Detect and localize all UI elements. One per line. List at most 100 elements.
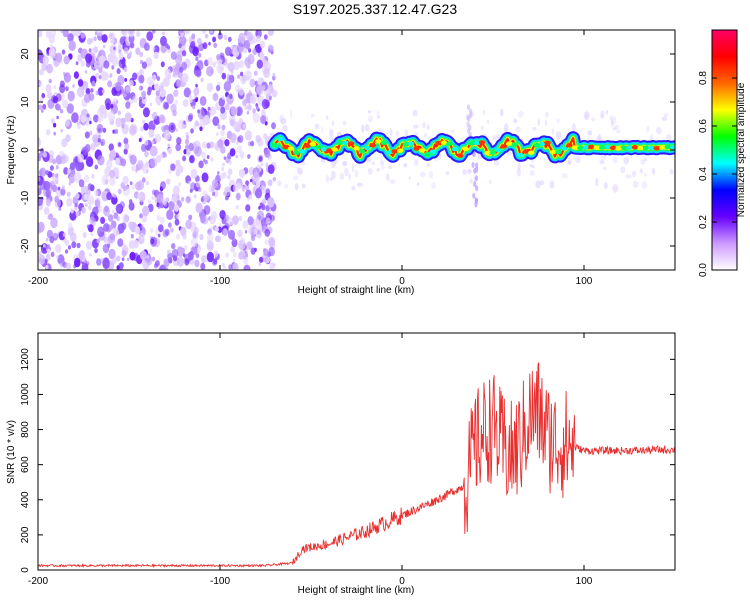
noise-blob xyxy=(539,180,545,186)
noise-blob xyxy=(45,237,49,242)
noise-blob xyxy=(83,193,89,201)
noise-blob xyxy=(102,127,107,133)
noise-blob xyxy=(290,109,293,118)
noise-blob xyxy=(197,186,202,193)
noise-blob xyxy=(101,34,108,43)
noise-blob xyxy=(389,128,393,137)
noise-blob xyxy=(224,46,232,56)
noise-blob xyxy=(330,159,336,168)
noise-blob xyxy=(97,154,105,166)
noise-blob xyxy=(130,233,134,239)
noise-blob xyxy=(94,164,99,170)
noise-blob xyxy=(146,76,153,85)
noise-blob xyxy=(272,176,276,182)
noise-blob xyxy=(255,180,261,188)
noise-blob xyxy=(555,131,562,140)
noise-blob xyxy=(224,103,230,111)
noise-blob xyxy=(105,102,111,110)
noise-blob xyxy=(162,31,165,36)
noise-blob xyxy=(243,256,249,265)
noise-blob xyxy=(190,41,196,49)
noise-blob xyxy=(242,123,247,129)
noise-blob xyxy=(494,159,500,167)
noise-blob xyxy=(195,253,200,259)
noise-blob xyxy=(38,30,43,38)
noise-blob xyxy=(125,86,131,94)
noise-blob xyxy=(267,179,273,187)
noise-blob xyxy=(212,92,219,102)
noise-blob xyxy=(61,138,67,147)
ridge-peak xyxy=(604,145,611,150)
noise-blob xyxy=(108,233,116,244)
noise-blob xyxy=(235,204,239,210)
y-tick-label: 1200 xyxy=(20,348,31,371)
noise-blob xyxy=(61,49,66,55)
noise-blob xyxy=(243,47,248,54)
noise-blob xyxy=(268,95,272,101)
noise-blob xyxy=(71,241,77,249)
noise-blob xyxy=(94,199,100,207)
x-tick-label: -100 xyxy=(210,276,230,287)
noise-blob xyxy=(246,63,251,69)
noise-blob xyxy=(45,264,49,270)
noise-blob xyxy=(177,119,185,130)
noise-blob xyxy=(173,70,178,78)
ridge-peak xyxy=(424,151,431,157)
noise-blob xyxy=(122,175,129,185)
noise-blob xyxy=(244,130,252,141)
noise-blob xyxy=(160,43,167,54)
y-tick-label: 0 xyxy=(20,147,31,153)
noise-blob xyxy=(261,198,267,205)
snr-x-label: Height of straight line (km) xyxy=(298,585,415,596)
noise-blob xyxy=(192,105,196,110)
noise-blob xyxy=(233,251,237,257)
noise-blob xyxy=(173,204,180,212)
noise-blob xyxy=(267,164,275,175)
noise-blob xyxy=(217,124,221,130)
noise-blob xyxy=(158,224,164,233)
noise-blob xyxy=(641,181,648,190)
noise-blob xyxy=(284,183,289,189)
noise-blob xyxy=(123,47,129,55)
noise-blob xyxy=(632,170,637,178)
noise-blob xyxy=(232,258,236,262)
spectral-wisp xyxy=(473,181,477,188)
noise-blob xyxy=(612,127,617,131)
noise-blob xyxy=(639,168,643,174)
noise-blob xyxy=(176,50,183,60)
noise-blob xyxy=(193,194,197,199)
noise-blob xyxy=(53,131,56,136)
spectral-wisp xyxy=(466,114,470,121)
noise-blob xyxy=(170,163,176,171)
noise-blob xyxy=(135,47,141,55)
noise-blob xyxy=(175,213,180,219)
noise-blob xyxy=(605,110,609,115)
noise-blob xyxy=(265,162,269,167)
noise-blob xyxy=(155,199,158,204)
noise-blob xyxy=(137,193,142,199)
noise-blob xyxy=(138,96,143,102)
noise-blob xyxy=(504,123,509,132)
noise-blob xyxy=(109,169,116,179)
noise-blob xyxy=(367,110,372,114)
noise-blob xyxy=(53,122,57,128)
noise-blob xyxy=(236,89,240,93)
noise-blob xyxy=(96,30,104,37)
y-tick-label: -20 xyxy=(20,238,31,253)
y-tick-label: 600 xyxy=(20,456,31,473)
spectral-wisp xyxy=(469,108,473,115)
noise-blob xyxy=(159,264,167,270)
noise-blob xyxy=(70,208,74,214)
ridge-peak xyxy=(413,146,420,151)
noise-blob xyxy=(259,52,265,59)
spectrogram-x-label: Height of straight line (km) xyxy=(298,285,415,296)
noise-blob xyxy=(132,95,138,103)
noise-blob xyxy=(88,205,92,211)
noise-blob xyxy=(102,258,110,270)
noise-blob xyxy=(45,84,52,93)
noise-blob xyxy=(219,52,225,60)
noise-blob xyxy=(38,227,42,234)
noise-blob xyxy=(238,87,245,96)
noise-blob xyxy=(544,119,548,127)
ridge-peak xyxy=(489,150,497,155)
